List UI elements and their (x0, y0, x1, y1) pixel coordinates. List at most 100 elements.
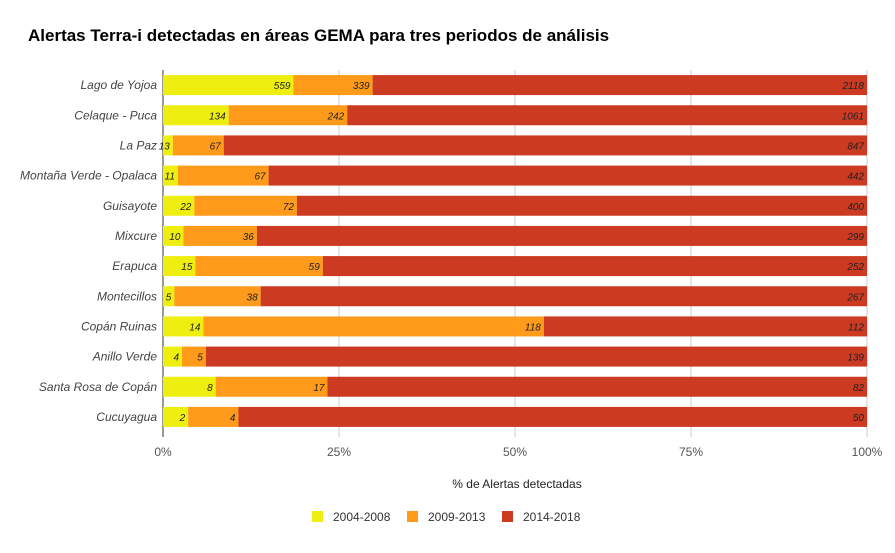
legend-label: 2004-2008 (333, 510, 391, 524)
legend-item[interactable]: 2009-2013 (407, 510, 486, 524)
category-label: Cucuyagua (96, 410, 157, 424)
category-label: Santa Rosa de Copán (39, 380, 157, 394)
bars (163, 75, 868, 427)
bar-segment (322, 256, 867, 277)
x-tick-label: 75% (679, 445, 703, 459)
data-label: 38 (247, 292, 259, 303)
category-label: Montaña Verde - Opalaca (20, 169, 157, 183)
bar-segment (205, 346, 868, 367)
legend-item[interactable]: 2004-2008 (312, 510, 391, 524)
data-label: 22 (179, 202, 192, 213)
category-label: Celaque - Puca (74, 108, 157, 122)
category-label: Copán Ruinas (81, 319, 157, 333)
data-label: 15 (181, 262, 193, 273)
bar-segment (293, 75, 373, 96)
data-label: 8 (207, 383, 213, 394)
bar-segment (543, 316, 867, 337)
data-label: 252 (846, 262, 864, 273)
bar-segment (163, 75, 294, 96)
legend[interactable]: 2004-2008 2009-2013 2014-2018 (312, 510, 581, 524)
bar-segment (163, 346, 183, 367)
data-label: 36 (243, 232, 255, 243)
bar-segment (296, 195, 868, 216)
bar-segment (183, 225, 257, 246)
legend-label: 2014-2018 (523, 510, 581, 524)
data-label: 67 (210, 141, 222, 152)
data-label: 5 (166, 292, 172, 303)
data-label: 1061 (842, 111, 864, 122)
x-tick-label: 0% (154, 445, 172, 459)
bar-segment (256, 225, 867, 246)
bar-segment (163, 406, 189, 427)
bar-segment (163, 256, 196, 277)
bar-segment (172, 135, 224, 156)
bar-segment (163, 195, 195, 216)
data-label: 118 (525, 322, 541, 333)
data-label: 5 (197, 353, 203, 364)
legend-item[interactable]: 2014-2018 (502, 510, 581, 524)
data-label: 400 (847, 202, 864, 213)
data-label: 139 (847, 353, 864, 364)
category-label: La Paz (120, 138, 157, 152)
grid-lines (162, 70, 868, 437)
data-label: 112 (848, 322, 864, 333)
bar-segment (194, 195, 297, 216)
chart-title: Alertas Terra-i detectadas en áreas GEMA… (28, 26, 610, 45)
bar-segment (163, 105, 229, 126)
data-label: 67 (254, 172, 266, 183)
bar-segment (195, 256, 323, 277)
legend-swatch (502, 511, 513, 522)
data-label: 267 (846, 292, 864, 303)
bar-segment (163, 316, 204, 337)
bar-segment (238, 406, 867, 427)
category-label: Anillo Verde (92, 350, 158, 364)
bar-segment (163, 225, 184, 246)
data-label: 11 (165, 172, 175, 183)
data-label: 72 (283, 202, 295, 213)
data-label: 2118 (841, 81, 864, 92)
data-label: 847 (847, 141, 864, 152)
data-label: 134 (209, 111, 226, 122)
bar-segment (174, 286, 261, 307)
bar-segment (203, 316, 544, 337)
category-labels: Lago de Yojoa Celaque - Puca La Paz Montaña… (20, 78, 157, 424)
data-label: 299 (846, 232, 864, 243)
bar-segment (260, 286, 867, 307)
bar-segment (163, 135, 173, 156)
data-label: 442 (847, 172, 864, 183)
legend-label: 2009-2013 (428, 510, 486, 524)
data-label: 242 (327, 111, 345, 122)
legend-swatch (312, 511, 323, 522)
category-label: Lago de Yojoa (80, 78, 157, 92)
data-label: 50 (853, 413, 865, 424)
data-label: 4 (230, 413, 236, 424)
category-label: Guisayote (103, 199, 157, 213)
x-tick-labels: 0% 25% 50% 75% 100% (154, 445, 882, 459)
x-tick-label: 25% (327, 445, 351, 459)
bar-segment (182, 346, 206, 367)
bar-segment (177, 165, 269, 186)
category-label: Erapuca (112, 259, 157, 273)
data-label: 10 (169, 232, 181, 243)
bar-segment (347, 105, 867, 126)
data-label: 17 (313, 383, 325, 394)
bar-segment (327, 376, 868, 397)
data-label: 59 (309, 262, 321, 273)
data-label: 2 (179, 413, 186, 424)
data-label: 559 (274, 81, 291, 92)
bar-segment (228, 105, 348, 126)
data-label: 4 (173, 353, 179, 364)
data-label: 14 (189, 322, 201, 333)
data-label: 82 (853, 383, 865, 394)
x-tick-label: 100% (852, 445, 883, 459)
bar-segment (215, 376, 328, 397)
x-axis-title: % de Alertas detectadas (452, 477, 581, 491)
category-label: Montecillos (97, 289, 157, 303)
bar-segment (268, 165, 868, 186)
category-label: Mixcure (115, 229, 157, 243)
legend-swatch (407, 511, 418, 522)
bar-segment (163, 286, 175, 307)
bar-segment (372, 75, 867, 96)
